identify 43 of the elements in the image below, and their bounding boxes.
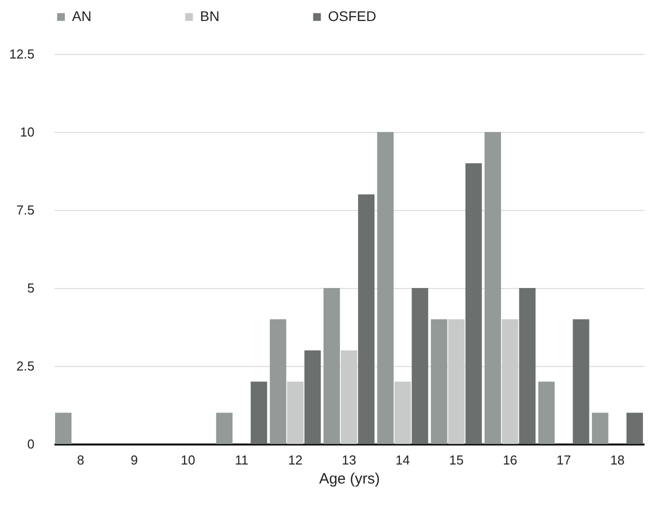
x-tick-label: 18 [610,452,625,468]
y-tick-label: 12.5 [9,46,34,62]
x-tick-label: 17 [556,452,571,468]
y-tick-label: 2.5 [16,358,34,374]
bar [538,382,555,444]
bar [626,412,643,444]
x-tick-label: 13 [342,452,356,468]
x-tick-label: 15 [449,452,464,468]
bar [270,319,286,444]
bar [465,163,482,444]
x-tick-label: 8 [76,452,84,468]
bar [412,288,428,444]
bar [324,288,340,444]
bar [340,350,358,444]
bar [304,350,321,444]
bar [55,412,72,444]
x-tick-label: 16 [502,452,518,468]
bar [430,319,448,444]
x-axis-title: Age (yrs) [319,470,380,488]
bar [502,319,518,444]
x-tick-label: 12 [288,452,303,468]
bar [216,412,233,444]
x-tick-label: 10 [180,452,196,468]
x-tick-label: 9 [130,452,138,468]
y-tick-label: 10 [20,124,34,140]
y-tick-label: 7.5 [16,202,34,218]
legend-label: OSFED [328,8,376,24]
bar [448,319,465,444]
x-tick-label: 11 [234,452,248,468]
y-tick-label: 0 [27,436,34,452]
bar [358,194,374,444]
bar [287,382,304,444]
bar [250,382,268,444]
x-tick-label: 14 [395,452,410,468]
bar [572,319,590,444]
bar [592,412,608,444]
legend-label: BN [200,8,220,24]
legend-label: AN [72,8,92,24]
bar [519,288,536,444]
y-tick-label: 5 [27,280,34,296]
bar [377,132,394,444]
bar [484,132,501,444]
bar [394,382,411,444]
